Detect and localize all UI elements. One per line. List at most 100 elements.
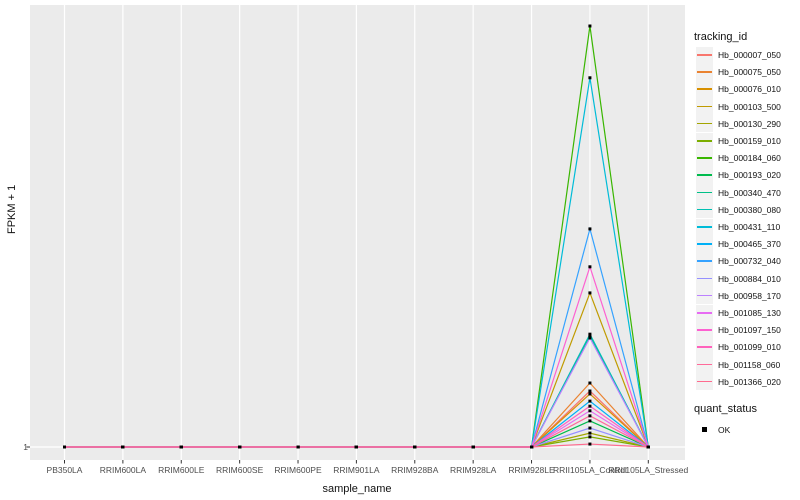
data-point xyxy=(588,76,592,80)
x-tick-label-RRIM600PE: RRIM600PE xyxy=(274,465,322,475)
x-tick-label-RRIM928LE: RRIM928LE xyxy=(508,465,555,475)
legend-entry-label: Hb_001366_020 xyxy=(718,376,781,387)
legend-line-swatch xyxy=(697,208,712,211)
legend-key-line-icon xyxy=(696,149,713,167)
legend-key-line-icon xyxy=(696,304,713,322)
legend-key-line-icon xyxy=(696,356,713,374)
legend-entry-label: Hb_000884_010 xyxy=(718,273,781,284)
legend-entry-label: Hb_000076_010 xyxy=(718,84,781,95)
legend-key-line-icon xyxy=(696,80,713,98)
data-point xyxy=(646,445,650,449)
data-point xyxy=(63,445,66,449)
data-point xyxy=(238,445,242,449)
legend-entry-label: Hb_000193_020 xyxy=(718,170,781,181)
legend-key-square-icon xyxy=(696,421,713,438)
data-point xyxy=(530,445,534,449)
legend-entry-label: Hb_000103_500 xyxy=(718,101,781,112)
legend-entry-Hb_000184_060: Hb_000184_060 xyxy=(696,149,781,167)
legend-entry-label: Hb_000184_060 xyxy=(718,153,781,164)
legend-entry-label: Hb_001097_150 xyxy=(718,325,781,336)
data-point xyxy=(588,414,592,418)
legend-entry-label: Hb_000007_050 xyxy=(718,50,781,60)
legend-line-swatch xyxy=(697,294,712,297)
legend-line-swatch xyxy=(697,54,712,56)
data-point xyxy=(588,409,592,413)
legend-entry-Hb_000884_010: Hb_000884_010 xyxy=(696,270,781,288)
legend-line-swatch xyxy=(697,88,712,91)
legend-entry-label: Hb_000075_050 xyxy=(718,67,781,78)
legend-entry-Hb_000431_110: Hb_000431_110 xyxy=(696,218,780,236)
x-axis-title: sample_name xyxy=(322,483,392,495)
panel-background xyxy=(30,5,685,460)
legend-line-swatch xyxy=(697,312,712,314)
data-point xyxy=(588,334,592,338)
legend-key-line-icon xyxy=(696,46,713,64)
data-point xyxy=(588,265,592,269)
legend-key-line-icon xyxy=(696,252,713,270)
data-point xyxy=(588,24,592,28)
legend-entry-Hb_000958_170: Hb_000958_170 xyxy=(696,287,781,305)
legend-key-line-icon xyxy=(696,270,713,288)
legend-key-line-icon xyxy=(696,235,713,253)
legend-entry-Hb_000732_040: Hb_000732_040 xyxy=(696,252,781,270)
x-tick-label-PB350LA: PB350LA xyxy=(46,465,83,475)
x-tick-label-RRII105LA_Control: RRII105LA_Control xyxy=(553,465,627,475)
legend-line-swatch xyxy=(697,122,712,125)
legend-key-line-icon xyxy=(696,98,713,116)
x-tick-label-RRIM600SE: RRIM600SE xyxy=(216,465,264,475)
legend-entry-Hb_001099_010: Hb_001099_010 xyxy=(696,338,781,356)
legend-line-swatch xyxy=(697,329,712,331)
y-axis-tick-label: 1 xyxy=(23,442,28,452)
data-point xyxy=(296,445,300,449)
data-point xyxy=(588,392,592,396)
legend-entry-Hb_001097_150: Hb_001097_150 xyxy=(696,321,781,339)
data-point xyxy=(588,442,592,446)
legend-key-line-icon xyxy=(696,132,713,150)
data-point xyxy=(588,227,592,231)
legend-entry-Hb_000130_290: Hb_000130_290 xyxy=(696,115,781,133)
legend-entry-label: Hb_000732_040 xyxy=(718,256,781,267)
legend-key-line-icon xyxy=(696,63,713,81)
legend-key-line-icon xyxy=(696,166,713,184)
data-point xyxy=(121,445,125,449)
legend-key-line-icon xyxy=(696,373,713,391)
legend-line-swatch xyxy=(697,243,712,245)
legend-entry-label: Hb_001099_010 xyxy=(718,342,781,353)
legend-line-swatch xyxy=(697,346,712,349)
data-point xyxy=(588,389,592,393)
legend-key-line-icon xyxy=(696,184,713,202)
data-point xyxy=(179,445,183,449)
legend-line-swatch xyxy=(697,380,712,383)
data-point xyxy=(471,445,475,449)
legend-entry-Hb_000380_080: Hb_000380_080 xyxy=(696,201,781,219)
legend-entry-label: Hb_001085_130 xyxy=(718,308,781,318)
legend-key-line-icon xyxy=(696,218,713,236)
legend-key-line-icon xyxy=(696,287,713,305)
legend-entry-Hb_001158_060: Hb_001158_060 xyxy=(696,356,780,374)
legend-entry-label: Hb_000340_470 xyxy=(718,187,781,198)
legend-line-swatch xyxy=(697,226,712,228)
legend-line-swatch xyxy=(697,174,712,177)
x-tick-label-RRIM928LA: RRIM928LA xyxy=(450,465,497,475)
data-point xyxy=(588,435,592,439)
legend-key-line-icon xyxy=(696,321,713,339)
legend-entry-Hb_000007_050: Hb_000007_050 xyxy=(696,46,781,64)
legend-entry-Hb_000075_050: Hb_000075_050 xyxy=(696,63,781,81)
legend-line-swatch xyxy=(697,191,712,194)
data-point xyxy=(588,332,592,336)
legend-line-swatch xyxy=(697,140,712,142)
data-point xyxy=(588,381,592,385)
legend-line-swatch xyxy=(697,363,712,366)
legend-entry-Hb_001366_020: Hb_001366_020 xyxy=(696,373,781,391)
data-point xyxy=(588,399,592,403)
legend-key-line-icon xyxy=(696,201,713,219)
legend-key-line-icon xyxy=(696,115,713,133)
data-point xyxy=(588,291,592,295)
legend-entry-quant-OK: OK xyxy=(696,421,730,438)
x-tick-label-RRIM600LE: RRIM600LE xyxy=(158,465,205,475)
data-point xyxy=(354,445,358,449)
legend-line-swatch xyxy=(697,157,712,159)
legend-entry-label: OK xyxy=(718,424,731,435)
